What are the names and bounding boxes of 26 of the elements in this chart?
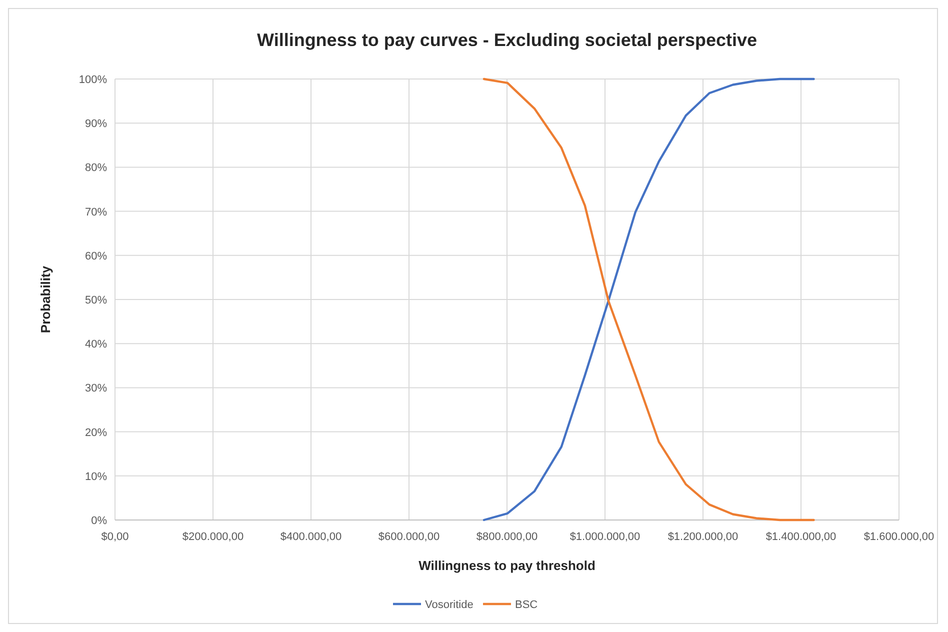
y-tick-label: 40% — [84, 338, 108, 351]
x-tick-label: $800.000,00 — [476, 531, 538, 543]
x-tick-label: $1.200.000,00 — [668, 531, 738, 543]
y-tick-label: 60% — [84, 250, 108, 262]
x-tick-label: $1.400.000,00 — [766, 531, 836, 543]
line-series — [482, 78, 815, 522]
y-tick-label: 100% — [78, 74, 108, 86]
x-axis-title: Willingness to pay threshold — [418, 558, 596, 573]
x-tick-label: $600.000,00 — [378, 531, 440, 543]
y-tick-label: 50% — [84, 294, 108, 306]
legend-label: Vosoritide — [425, 599, 474, 611]
x-tick-label: $200.000,00 — [182, 531, 244, 543]
chart-title: Willingness to pay curves - Excluding societal perspective — [256, 30, 758, 50]
legend-label: BSC — [515, 599, 538, 611]
x-tick-label: $400.000,00 — [280, 531, 342, 543]
x-tick-label: $1.600.000,00 — [864, 531, 934, 543]
y-tick-label: 90% — [84, 118, 108, 130]
y-tick-label: 10% — [84, 470, 108, 483]
y-tick-label: 0% — [91, 515, 108, 527]
y-tick-label: 80% — [84, 162, 108, 174]
y-tick-label: 20% — [84, 426, 108, 439]
x-tick-label: $1.000.000,00 — [570, 531, 640, 543]
x-tick-label: $0,00 — [101, 531, 129, 543]
y-tick-label: 30% — [84, 382, 108, 395]
y-tick-label: 70% — [84, 206, 108, 218]
y-axis-title: Probability — [38, 265, 53, 334]
